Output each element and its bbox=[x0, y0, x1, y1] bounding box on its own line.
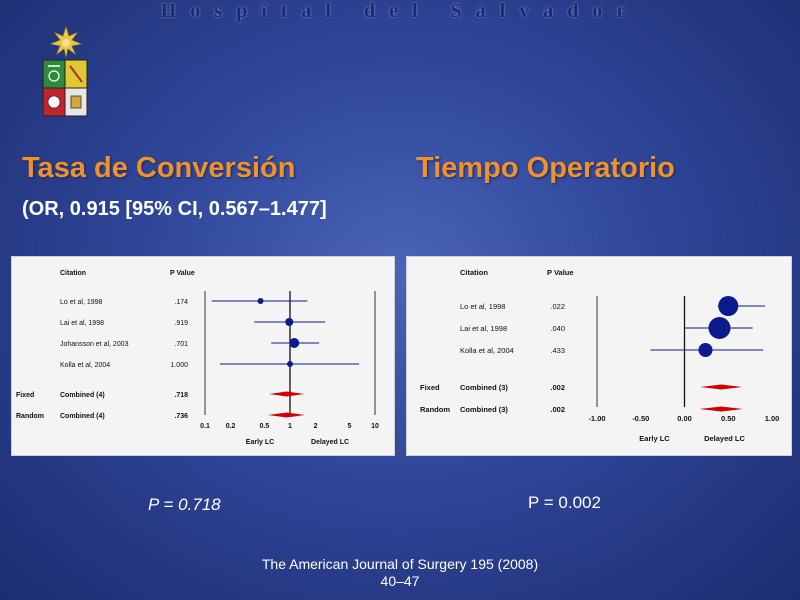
university-crest-logo bbox=[42, 24, 88, 117]
row-citation-label: Combined (3) bbox=[460, 405, 508, 414]
right-chart-title: Tiempo Operatorio bbox=[416, 152, 675, 184]
x-tick-label: 5 bbox=[347, 423, 351, 430]
point-estimate bbox=[698, 343, 713, 357]
x-tick-label: 1.00 bbox=[765, 414, 780, 423]
column-header-p-value: P Value bbox=[170, 270, 195, 277]
point-estimate bbox=[718, 296, 739, 316]
x-label-early: Early LC bbox=[246, 439, 274, 446]
x-label-early: Early LC bbox=[639, 434, 670, 443]
combined-diamond bbox=[269, 391, 305, 397]
x-tick-label: -1.00 bbox=[588, 414, 605, 423]
row-p-value: .022 bbox=[550, 302, 565, 311]
point-estimate bbox=[257, 298, 264, 304]
left-p-value: P = 0.718 bbox=[148, 495, 221, 514]
column-header-p-value: P Value bbox=[547, 268, 574, 277]
row-p-value: 1.000 bbox=[170, 362, 188, 369]
x-tick-label: 0.5 bbox=[260, 423, 270, 430]
row-citation-label: Combined (4) bbox=[60, 413, 105, 420]
forest-plot-conversion: Citation P Value Lo et al, 1998 .174 Lai et … bbox=[16, 270, 379, 446]
x-tick-label: 2 bbox=[314, 423, 318, 430]
row-citation-label: Lai et al, 1998 bbox=[460, 324, 507, 333]
row-p-value: .919 bbox=[174, 320, 188, 327]
shield bbox=[42, 59, 88, 117]
row-p-value: .040 bbox=[550, 324, 565, 333]
combined-diamond bbox=[699, 406, 744, 412]
column-header-citation: Citation bbox=[460, 268, 488, 277]
row-p-value: .002 bbox=[550, 405, 565, 414]
x-tick-label: 10 bbox=[371, 423, 379, 430]
point-estimate bbox=[289, 338, 300, 348]
row-citation-label: Lo et al, 1998 bbox=[60, 299, 103, 306]
x-tick-label: 0.2 bbox=[226, 423, 236, 430]
forest-plot-panel-operative-time: Citation P Value Lo et al, 1998 .022 Lai et … bbox=[406, 256, 792, 456]
point-estimate bbox=[287, 361, 293, 367]
x-label-delayed: Delayed LC bbox=[704, 434, 745, 443]
star-emblem bbox=[48, 24, 84, 59]
left-chart-title: Tasa de Conversión bbox=[22, 152, 296, 184]
combined-diamond bbox=[700, 384, 743, 390]
row-citation-label: Lo et al, 1998 bbox=[460, 302, 505, 311]
row-citation-label: Combined (4) bbox=[60, 392, 105, 399]
x-tick-label: 0.00 bbox=[677, 414, 692, 423]
row-citation-label: Kolla et al, 2004 bbox=[460, 346, 514, 355]
row-group-label: Random bbox=[16, 413, 44, 420]
row-group-label: Fixed bbox=[420, 383, 440, 392]
point-estimate bbox=[285, 318, 294, 326]
row-p-value: .718 bbox=[174, 392, 188, 399]
row-citation-label: Johansson et al, 2003 bbox=[60, 341, 129, 348]
row-p-value: .736 bbox=[174, 413, 188, 420]
x-tick-label: 0.1 bbox=[200, 423, 210, 430]
citation-line-2: 40–47 bbox=[380, 573, 420, 589]
row-p-value: .433 bbox=[550, 346, 565, 355]
row-citation-label: Lai et al, 1998 bbox=[60, 320, 104, 327]
row-group-label: Random bbox=[420, 405, 450, 414]
x-label-delayed: Delayed LC bbox=[311, 439, 349, 446]
row-p-value: .174 bbox=[174, 299, 188, 306]
column-header-citation: Citation bbox=[60, 270, 86, 277]
x-tick-label: -0.50 bbox=[632, 414, 649, 423]
point-estimate bbox=[708, 317, 731, 339]
x-tick-label: 1 bbox=[288, 423, 292, 430]
forest-plot-operative-time: Citation P Value Lo et al, 1998 .022 Lai et … bbox=[420, 268, 780, 443]
row-p-value: .701 bbox=[174, 341, 188, 348]
row-group-label: Fixed bbox=[16, 392, 34, 399]
combined-diamond bbox=[267, 412, 305, 418]
forest-plot-panel-conversion: Citation P Value Lo et al, 1998 .174 Lai et … bbox=[11, 256, 395, 456]
left-chart-subtitle: (OR, 0.915 [95% CI, 0.567–1.477] bbox=[22, 198, 327, 220]
journal-citation: The American Journal of Surgery 195 (200… bbox=[0, 556, 800, 590]
hospital-header: Hospital del Salvador bbox=[160, 0, 640, 22]
row-citation-label: Combined (3) bbox=[460, 383, 508, 392]
x-tick-label: 0.50 bbox=[721, 414, 736, 423]
right-p-value: P = 0.002 bbox=[528, 493, 601, 512]
row-p-value: .002 bbox=[550, 383, 565, 392]
citation-line-1: The American Journal of Surgery 195 (200… bbox=[261, 556, 539, 572]
row-citation-label: Kolla et al, 2004 bbox=[60, 362, 110, 369]
